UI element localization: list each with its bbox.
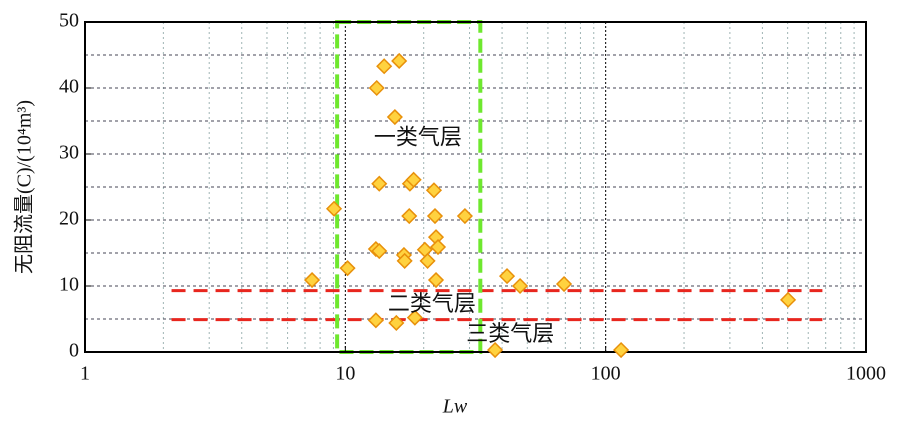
y-axis-label: 无阻流量(C)/(10⁴m³) bbox=[13, 100, 36, 274]
data-point bbox=[368, 79, 385, 97]
data-point bbox=[386, 108, 403, 126]
data-point bbox=[325, 200, 343, 217]
y-tick-label: 50 bbox=[59, 10, 79, 32]
data-point bbox=[376, 58, 393, 75]
plot-frame bbox=[84, 21, 867, 353]
data-point bbox=[498, 268, 516, 285]
data-point bbox=[391, 52, 408, 70]
data-point bbox=[429, 238, 447, 256]
data-point bbox=[427, 271, 445, 289]
annotation: 三类气层 bbox=[466, 321, 554, 346]
x-axis-label: Lw bbox=[442, 396, 468, 418]
y-tick-label: 30 bbox=[59, 142, 79, 164]
data-point bbox=[456, 207, 473, 225]
data-point bbox=[406, 309, 423, 326]
data-point bbox=[780, 291, 797, 308]
x-tick-label: 10 bbox=[335, 363, 355, 385]
data-point bbox=[396, 252, 413, 269]
x-tick-label: 1000 bbox=[846, 363, 886, 385]
data-point bbox=[613, 341, 630, 359]
x-tick-label: 100 bbox=[591, 363, 621, 385]
data-point bbox=[367, 312, 384, 329]
data-point bbox=[303, 271, 321, 289]
data-point bbox=[487, 341, 504, 359]
x-tick-label: 1 bbox=[80, 363, 90, 385]
data-point bbox=[371, 175, 388, 192]
y-tick-label: 20 bbox=[59, 208, 79, 230]
data-point bbox=[419, 252, 436, 269]
annotation: 二类气层 bbox=[388, 291, 476, 316]
data-point bbox=[405, 171, 422, 188]
y-tick-label: 10 bbox=[59, 274, 79, 296]
data-point bbox=[512, 277, 529, 295]
y-tick-label: 40 bbox=[59, 76, 79, 98]
annotation: 一类气层 bbox=[374, 125, 462, 150]
data-point bbox=[416, 241, 433, 258]
data-point bbox=[371, 242, 388, 260]
y-tick-label: 0 bbox=[69, 340, 79, 362]
data-point bbox=[425, 182, 443, 199]
data-point bbox=[388, 314, 405, 332]
data-point bbox=[555, 275, 573, 293]
data-point bbox=[426, 207, 444, 225]
data-point bbox=[339, 260, 356, 277]
data-point bbox=[401, 207, 418, 225]
